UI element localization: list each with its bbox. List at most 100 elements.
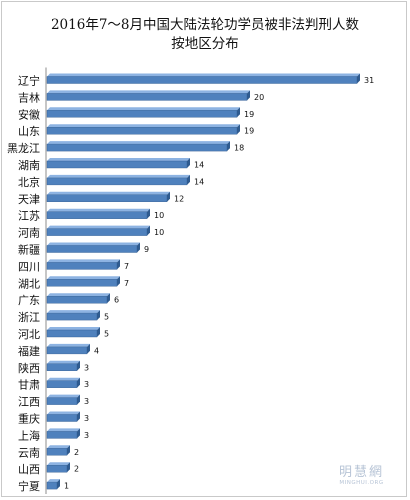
bar-group: 湖南 14 [18,158,204,172]
category-label: 江苏 [18,210,40,223]
bar-group: 浙江 5 [18,310,109,324]
bar [46,76,358,84]
bar [46,296,108,304]
bar-top-face [47,411,80,415]
bar-top-face [47,124,240,128]
category-label: 辽宁 [18,74,40,88]
value-label: 10 [154,211,164,220]
bar-group: 上海 3 [18,428,89,442]
chart-title: 2016年7～8月中国大陆法轮功学员被非法判刑人数 按地区分布 [0,16,410,54]
chart-title-line2: 按地区分布 [171,36,239,52]
bar [46,346,88,355]
value-label: 14 [194,161,204,170]
bar [46,312,98,321]
bar [46,126,238,135]
bar-side-face [147,225,150,236]
category-label: 河北 [18,328,40,341]
bar-top-face [47,377,80,381]
bar-top-face [47,479,60,483]
category-label: 湖南 [18,159,40,172]
bar-group: 重庆 3 [18,411,89,426]
category-label: 广东 [18,294,40,307]
category-label: 天津 [18,193,40,206]
watermark-sub: MINGHUI.ORG [339,480,384,486]
bar [46,397,78,405]
value-label: 7 [124,262,129,271]
bar-top-face [47,293,110,297]
bar-top-face [47,462,70,466]
bar-group: 河北 5 [18,327,109,341]
bar-side-face [77,360,80,371]
bar-side-face [117,259,120,270]
category-label: 浙江 [18,311,40,324]
bar-side-face [147,208,150,219]
bar [46,363,78,371]
bar-side-face [237,107,240,118]
value-label: 3 [84,397,89,406]
value-label: 3 [84,414,89,423]
bar-side-face [237,124,240,135]
bar [46,431,78,439]
value-label: 1 [64,482,69,491]
bar-top-face [47,259,120,263]
value-label: 3 [84,380,89,389]
value-label: 18 [234,144,244,153]
bar-top-face [47,360,80,364]
value-label: 20 [254,93,264,102]
category-label: 云南 [18,446,40,459]
value-label: 6 [114,296,119,305]
value-label: 10 [154,228,164,237]
bar [46,228,148,236]
category-label: 重庆 [18,412,40,426]
bar [46,93,248,101]
bar-group: 吉林 20 [18,90,264,104]
bar-side-face [167,191,170,202]
bar-group: 湖北 7 [18,276,129,290]
bar-side-face [77,394,80,405]
bar-group: 陕西 3 [18,360,89,375]
category-label: 陕西 [18,361,40,375]
value-label: 5 [104,330,109,339]
category-label: 福建 [18,344,40,358]
category-label: 北京 [18,175,40,189]
bar-group: 甘肃 3 [18,377,89,392]
value-label: 14 [194,177,204,186]
value-label: 19 [244,110,254,119]
bar [46,194,168,203]
bar-side-face [107,293,110,304]
bar-group: 云南 2 [18,445,79,459]
value-label: 7 [124,279,129,288]
bar-side-face [187,174,190,185]
bar [46,380,78,388]
bar-top-face [47,327,100,330]
bar [46,143,228,152]
bar-side-face [57,479,60,490]
category-label: 山东 [18,125,40,138]
value-label: 3 [84,431,89,440]
bar-group: 山东 19 [18,124,254,138]
bar [46,481,58,490]
value-label: 2 [74,448,79,457]
chart-title-line1: 2016年7～8月中国大陆法轮功学员被非法判刑人数 [50,17,360,33]
bar-top-face [47,174,190,178]
bar-group: 四川 7 [18,259,129,273]
category-label: 宁夏 [18,479,40,493]
bar-group: 江苏 10 [18,208,164,223]
bar-side-face [97,327,100,337]
bar-top-face [47,242,140,246]
bar-top-face [47,191,170,195]
bar-side-face [77,428,80,439]
bar-side-face [77,377,80,388]
category-label: 吉林 [18,90,40,104]
category-label: 甘肃 [18,379,40,392]
bar-top-face [47,107,240,111]
bar-group: 天津 12 [18,191,184,206]
bar-group: 河南 10 [18,225,164,240]
bar [46,414,78,422]
bar-side-face [357,73,360,84]
category-label: 新疆 [18,243,40,257]
category-label: 四川 [18,260,40,273]
value-label: 19 [244,127,254,136]
category-label: 江西 [18,396,40,409]
bar-side-face [247,90,250,101]
